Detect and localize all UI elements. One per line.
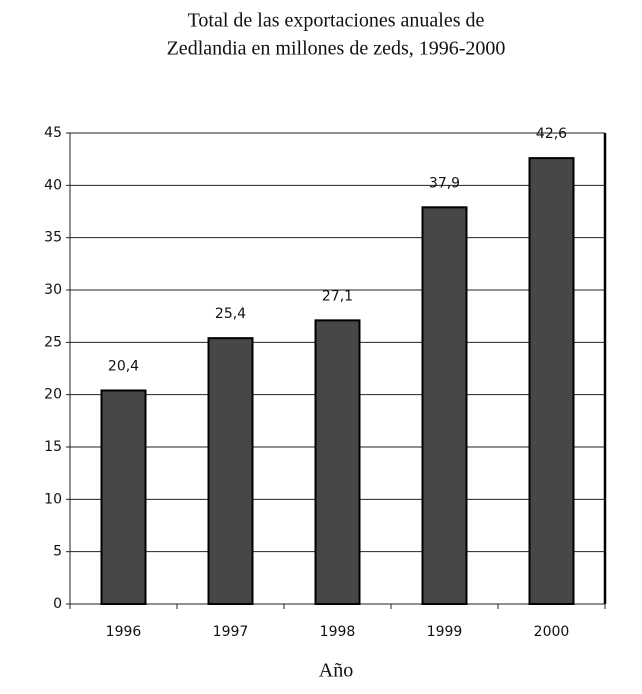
x-tick-label: 1998 xyxy=(320,624,356,640)
bar xyxy=(207,337,254,605)
bar xyxy=(100,389,147,606)
y-tick-label: 40 xyxy=(44,177,62,193)
x-tick-label: 2000 xyxy=(534,624,570,640)
bar xyxy=(314,319,361,605)
y-tick-label: 15 xyxy=(44,439,62,455)
x-axis-label: Año xyxy=(319,660,353,682)
bar xyxy=(528,157,575,605)
x-tick-label: 1999 xyxy=(427,624,463,640)
x-tick-label: 1997 xyxy=(213,624,249,640)
chart-title: Total de las exportaciones anuales de xyxy=(188,10,485,32)
value-label: 20,4 xyxy=(108,358,139,374)
y-tick-label: 30 xyxy=(44,282,62,298)
y-tick-label: 20 xyxy=(44,387,62,403)
y-tick-label: 35 xyxy=(44,230,62,246)
bar xyxy=(421,206,468,606)
value-label: 37,9 xyxy=(429,175,460,191)
chart-title: Zedlandia en millones de zeds, 1996-2000 xyxy=(167,38,506,60)
x-tick-label: 1996 xyxy=(106,624,142,640)
y-tick-label: 0 xyxy=(53,596,62,612)
y-tick-label: 10 xyxy=(44,491,62,507)
y-tick-label: 45 xyxy=(44,125,62,141)
value-label: 42,6 xyxy=(536,126,567,142)
y-tick-label: 5 xyxy=(53,544,62,560)
value-label: 27,1 xyxy=(322,288,353,304)
value-label: 25,4 xyxy=(215,306,246,322)
y-tick-label: 25 xyxy=(44,334,62,350)
